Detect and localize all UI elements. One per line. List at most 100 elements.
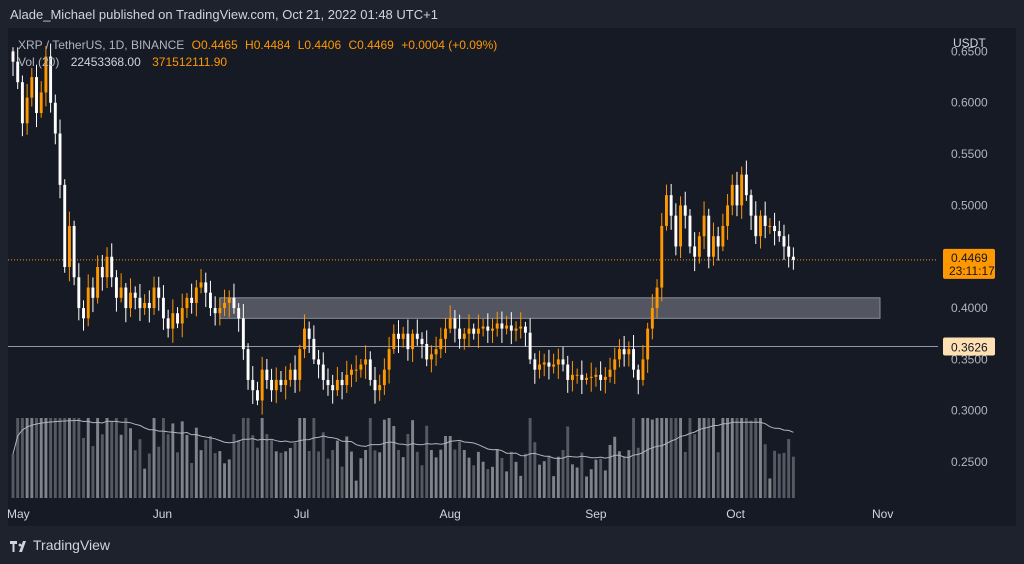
low-value: L0.4406: [297, 38, 342, 52]
candle-body: [599, 374, 603, 380]
volume-value: 22453368.00: [70, 55, 141, 69]
candle-body: [223, 302, 227, 309]
price-chart[interactable]: 0.6500 0.6000 0.5500 0.5000 0.4000 0.3500 0.30…: [8, 28, 1016, 526]
volume-bar: [223, 463, 227, 498]
volume-bar: [180, 421, 184, 498]
candle-body: [444, 328, 447, 339]
volume-bar: [664, 418, 668, 498]
volume-bar: [444, 436, 447, 498]
candle-body: [359, 364, 363, 370]
price-badge-countdown: 23:11:17: [949, 264, 995, 278]
volume-bar: [429, 450, 433, 498]
candle-body: [20, 82, 24, 124]
volume-bar: [20, 418, 24, 498]
volume-bar: [143, 468, 147, 498]
volume-bar: [528, 418, 532, 498]
candle-body: [82, 308, 85, 319]
candle-body: [147, 302, 151, 309]
candle-body: [392, 333, 396, 350]
candle-body: [622, 349, 626, 355]
volume-bar: [270, 440, 274, 498]
volume-bar: [650, 419, 654, 498]
volume-bar: [321, 432, 325, 498]
volume-bar: [345, 436, 349, 498]
candle-body: [632, 349, 636, 370]
brand[interactable]: TradingView: [10, 537, 110, 553]
close-value: C0.4469: [348, 38, 394, 52]
volume-bar: [566, 426, 570, 498]
volume-bar: [420, 465, 424, 498]
candle-body: [373, 379, 377, 391]
volume-bar: [157, 446, 161, 498]
x-tick-label: Oct: [726, 507, 745, 521]
candle-body: [35, 77, 38, 113]
volume-bar: [721, 418, 725, 498]
volume-bar: [505, 471, 509, 498]
volume-ma-line: [12, 419, 794, 460]
candle-body: [86, 287, 90, 319]
candle-body: [180, 308, 184, 324]
volume-bar: [688, 418, 692, 498]
volume-bar: [726, 418, 730, 498]
candle-body: [138, 297, 142, 309]
candle-body: [199, 282, 203, 288]
volume-bar: [91, 446, 95, 498]
volume-bar: [782, 452, 786, 498]
volume-bar: [669, 418, 673, 498]
candle-body: [425, 344, 429, 360]
candle-body: [429, 354, 433, 360]
candle-body: [664, 195, 668, 226]
footer-bar: [0, 526, 1024, 564]
candle-body: [326, 379, 330, 386]
volume-bar: [486, 469, 490, 498]
candle-body: [241, 318, 245, 350]
volume-bar: [632, 418, 636, 498]
candle-body: [340, 379, 344, 386]
volume-bar: [608, 444, 612, 498]
symbol-label[interactable]: XRP / TetherUS, 1D, BINANCE: [18, 38, 185, 52]
volume-bar: [509, 451, 513, 498]
candle-body: [688, 215, 692, 247]
candle-body: [274, 379, 278, 391]
volume-bar: [627, 450, 631, 498]
candle-body: [552, 364, 556, 367]
volume-bar: [350, 451, 353, 498]
y-tick-label: 0.5500: [951, 147, 988, 161]
candle-body: [265, 369, 269, 380]
volume-bar: [697, 418, 701, 498]
candle-body: [58, 133, 62, 185]
candle-body: [350, 369, 353, 375]
candle-body: [406, 333, 410, 350]
volume-bar: [110, 420, 114, 498]
volume-bar: [288, 447, 292, 498]
candle-body: [782, 236, 786, 247]
volume-bar: [434, 457, 438, 498]
candle-body: [288, 369, 292, 380]
y-tick-label: 0.2500: [951, 455, 988, 469]
candle-body: [303, 328, 306, 350]
volume-bar: [716, 452, 720, 498]
volume-label[interactable]: Vol (20): [18, 55, 60, 69]
candle-body: [321, 364, 325, 380]
volume-bar: [763, 444, 767, 498]
volume-bar: [514, 461, 518, 498]
publisher-text: Alade_Michael published on TradingView.c…: [10, 7, 438, 22]
volume-bar: [735, 418, 739, 498]
candle-body: [542, 362, 546, 365]
candle-body: [25, 97, 29, 124]
candle-body: [246, 349, 250, 380]
candle-body: [646, 328, 650, 360]
candle-body: [382, 369, 386, 386]
x-tick-label: Aug: [440, 507, 461, 521]
x-tick-label: May: [8, 507, 30, 521]
y-tick-label: 0.4000: [951, 301, 988, 315]
volume-bar: [204, 439, 208, 498]
volume-bar: [603, 470, 607, 498]
volume-bar: [227, 459, 231, 498]
volume-bar: [58, 418, 62, 498]
chart-area[interactable]: 0.6500 0.6000 0.5500 0.5000 0.4000 0.3500 0.30…: [8, 28, 1016, 526]
volume-bar: [533, 442, 537, 498]
candle-body: [707, 215, 711, 257]
currency-label[interactable]: USDT: [953, 36, 986, 50]
price-badge-value: 0.4469: [951, 251, 988, 265]
